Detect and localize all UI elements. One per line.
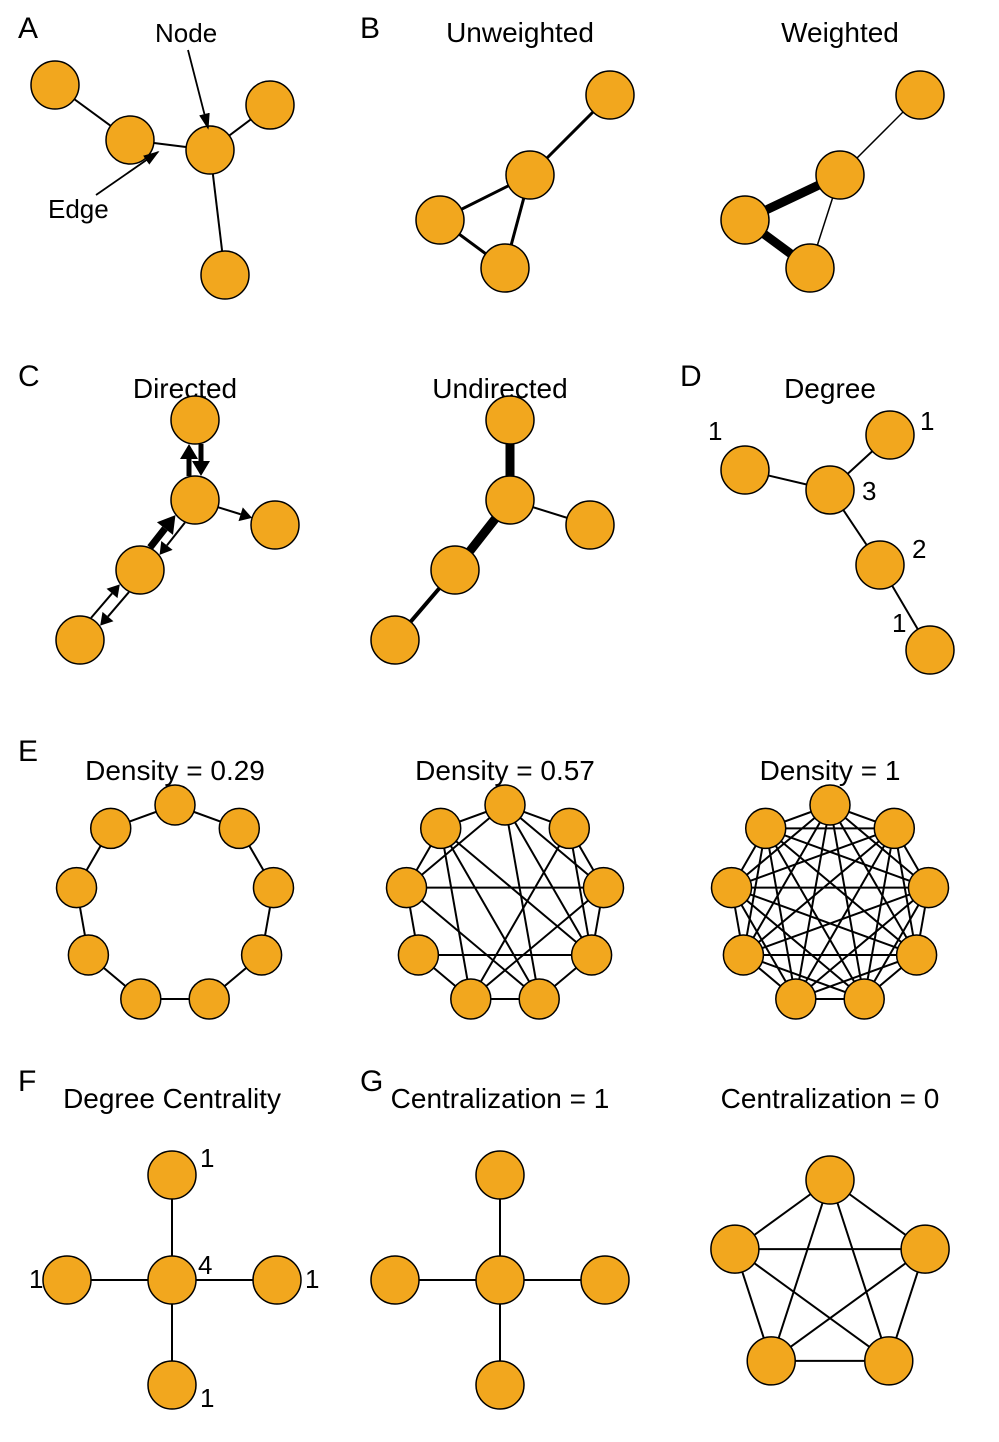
svg-text:Density = 1: Density = 1 xyxy=(760,755,901,786)
svg-text:Degree: Degree xyxy=(784,373,876,404)
panel-e-label: E xyxy=(18,735,38,769)
svg-text:1: 1 xyxy=(305,1264,319,1294)
panel-g-label: G xyxy=(360,1065,383,1099)
svg-text:4: 4 xyxy=(198,1250,212,1280)
svg-text:1: 1 xyxy=(29,1264,43,1294)
svg-text:Weighted: Weighted xyxy=(781,17,899,48)
svg-text:Node: Node xyxy=(155,18,217,48)
svg-text:Centralization = 0: Centralization = 0 xyxy=(721,1083,940,1114)
panel-d-label: D xyxy=(680,360,702,394)
svg-text:1: 1 xyxy=(200,1383,214,1413)
svg-text:2: 2 xyxy=(912,534,926,564)
panel-c-label: C xyxy=(18,360,40,394)
svg-text:Centralization = 1: Centralization = 1 xyxy=(391,1083,610,1114)
svg-text:1: 1 xyxy=(200,1143,214,1173)
svg-text:Density = 0.29: Density = 0.29 xyxy=(85,755,265,786)
panel-f-label: F xyxy=(18,1065,36,1099)
svg-text:Density = 0.57: Density = 0.57 xyxy=(415,755,595,786)
figure-svg: NodeEdgeUnweightedWeightedDirectedUndire… xyxy=(0,0,999,1442)
panel-b-label: B xyxy=(360,12,380,46)
svg-text:3: 3 xyxy=(862,476,876,506)
svg-text:Degree Centrality: Degree Centrality xyxy=(63,1083,281,1114)
panel-a-label: A xyxy=(18,12,38,46)
svg-text:1: 1 xyxy=(892,608,906,638)
svg-text:1: 1 xyxy=(920,406,934,436)
svg-text:Edge: Edge xyxy=(48,194,109,224)
svg-text:1: 1 xyxy=(708,416,722,446)
svg-text:Unweighted: Unweighted xyxy=(446,17,594,48)
